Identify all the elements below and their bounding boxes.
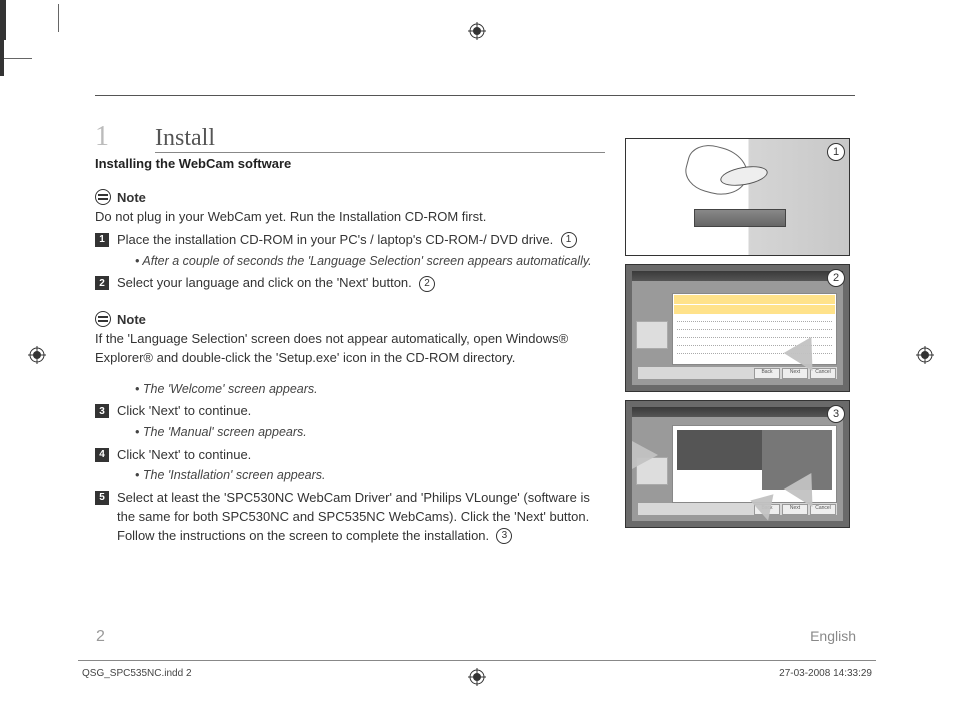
checkbox-group (677, 430, 767, 470)
language-option-selected (674, 295, 835, 304)
note-label: Note (117, 190, 146, 205)
step-sub-bullet: The 'Welcome' screen appears. (135, 381, 605, 399)
trim-mark (0, 32, 6, 40)
figure-cd-insert: 1 (625, 138, 850, 256)
page-number: 2 (96, 628, 105, 646)
figure-ref: 2 (419, 276, 435, 292)
section-subtitle: Installing the WebCam software (95, 156, 605, 171)
footer-filename: QSG_SPC535NC.indd 2 (82, 668, 192, 679)
trim-mark (0, 8, 6, 16)
registration-mark-icon (28, 346, 46, 364)
arrow-icon (632, 441, 658, 469)
step-sub-bullet: The 'Installation' screen appears. (135, 467, 605, 485)
chapter-number: 1 (95, 121, 155, 153)
cd-tray-icon (694, 209, 786, 227)
chapter-title: Install (155, 125, 605, 153)
text-column: 1 Install Installing the WebCam software… (95, 96, 605, 545)
window-titlebar (632, 407, 843, 417)
footer-timestamp: 27-03-2008 14:33:29 (779, 668, 872, 679)
step-sub-bullet: After a couple of seconds the 'Language … (135, 253, 605, 271)
figure-badge: 2 (827, 269, 845, 287)
step-number-badge: 3 (95, 404, 109, 418)
figure-badge: 1 (827, 143, 845, 161)
figure-installation-screenshot: 3 Back Next Cancel (625, 400, 850, 528)
step-number-badge: 2 (95, 276, 109, 290)
step-1-text: Place the installation CD-ROM in your PC… (117, 232, 553, 247)
figure-language-screenshot: 2 Back Next (625, 264, 850, 392)
trim-mark (0, 16, 6, 24)
language-option (677, 316, 832, 322)
step-2-text: Select your language and click on the 'N… (117, 275, 412, 290)
language-option (677, 324, 832, 330)
note-icon (95, 189, 111, 205)
trim-mark (0, 24, 6, 32)
figure-ref: 1 (561, 232, 577, 248)
figure-column: 1 2 (625, 96, 855, 545)
back-button: Back (754, 368, 780, 379)
footer-rule (78, 660, 876, 661)
figure-badge: 3 (827, 405, 845, 423)
note-text: If the 'Language Selection' screen does … (95, 330, 605, 368)
registration-mark-icon (468, 668, 486, 686)
page-content: 1 Install Installing the WebCam software… (95, 95, 855, 545)
language-label: English (810, 628, 856, 644)
step-text: Select your language and click on the 'N… (117, 274, 605, 293)
crop-mark (4, 58, 32, 59)
note-text: Do not plug in your WebCam yet. Run the … (95, 208, 605, 227)
step-number-badge: 4 (95, 448, 109, 462)
registration-mark-icon (916, 346, 934, 364)
step-number-badge: 1 (95, 233, 109, 247)
note-icon (95, 311, 111, 327)
step-number-badge: 5 (95, 491, 109, 505)
trim-mark (0, 0, 6, 8)
language-option-selected (674, 305, 835, 314)
installer-side-image (636, 321, 668, 349)
step-5-text: Select at least the 'SPC530NC WebCam Dri… (117, 490, 590, 543)
step-4-text: Click 'Next' to continue. (117, 446, 605, 465)
crop-mark (58, 4, 59, 32)
trim-mark (0, 40, 4, 54)
step-3-text: Click 'Next' to continue. (117, 402, 605, 421)
registration-mark-icon (468, 22, 486, 40)
step-text: Select at least the 'SPC530NC WebCam Dri… (117, 489, 605, 546)
figure-ref: 3 (496, 528, 512, 544)
note-label: Note (117, 312, 146, 327)
window-titlebar (632, 271, 843, 281)
step-text: Place the installation CD-ROM in your PC… (117, 231, 605, 250)
step-sub-bullet: The 'Manual' screen appears. (135, 424, 605, 442)
